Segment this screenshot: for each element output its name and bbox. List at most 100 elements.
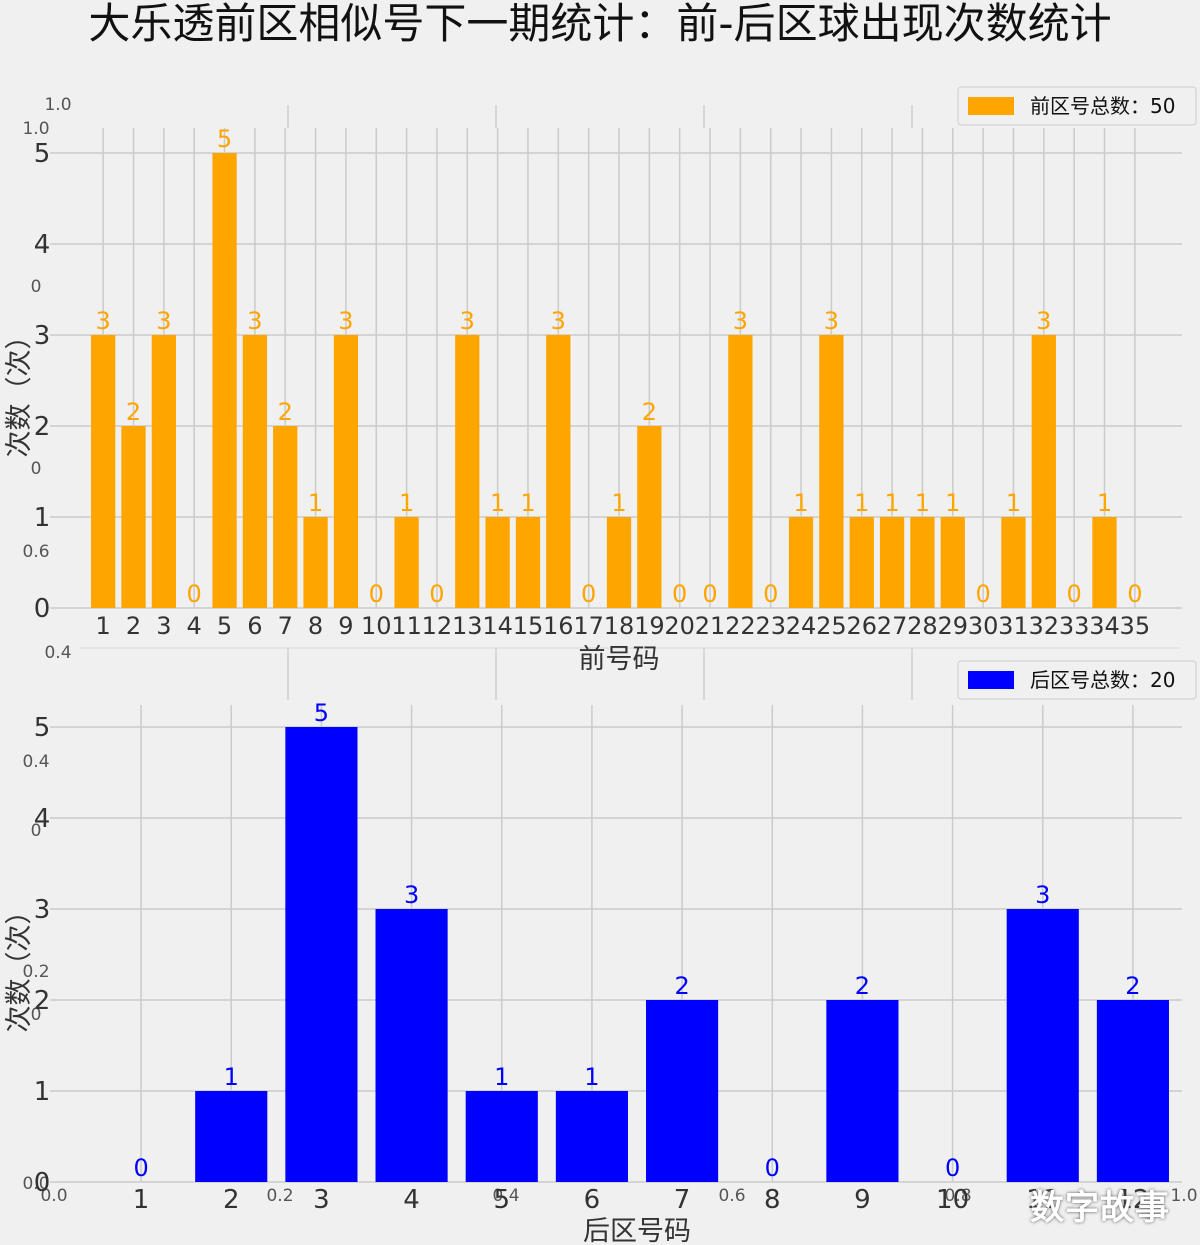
y-tick-label: 1 [34,503,51,533]
bar-value-label: 0 [945,1154,960,1182]
bar-value-label: 1 [224,1063,239,1091]
ghost-tick-label: 0.6 [718,1186,745,1206]
chart-title: 大乐透前区相似号下一期统计：前-后区球出现次数统计 [88,0,1112,48]
bar [1001,517,1026,608]
legend-swatch [968,97,1014,115]
ghost-tick-label: 0.2 [22,962,49,982]
x-tick-label: 28 [907,612,938,640]
bar-value-label: 3 [1036,307,1051,335]
bar-value-label: 1 [494,1063,509,1091]
ghost-tick-label: 1.0 [22,119,49,139]
bar [728,335,753,608]
x-tick-label: 7 [674,1185,691,1215]
bar-value-label: 0 [187,580,202,608]
bar [394,517,419,608]
bar [546,335,571,608]
y-tick-label: 3 [34,321,51,351]
legend-label: 前区号总数：50 [1030,94,1175,118]
bar [151,335,176,608]
y-tick-label: 5 [34,139,51,169]
x-tick-label: 24 [786,612,817,640]
ghost-tick-label: 0.6 [22,542,49,562]
x-tick-label: 9 [854,1185,871,1215]
ghost-tick-label: 0.4 [492,1186,519,1206]
bar-value-label: 1 [945,489,960,517]
x-tick-label: 1 [96,612,111,640]
bar [910,517,935,608]
bar [465,1091,538,1182]
bar [606,517,632,608]
bar-value-label: 3 [404,881,419,909]
x-tick-label: 18 [604,612,635,640]
bar-value-label: 3 [156,307,171,335]
bar-value-label: 3 [460,307,475,335]
ghost-tick-label: 0 [31,277,42,297]
x-tick-label: 11 [1026,1185,1059,1215]
x-tick-label: 20 [664,612,695,640]
bar-value-label: 1 [854,489,869,517]
x-tick-label: 32 [1029,612,1060,640]
bar-value-label: 2 [126,398,141,426]
bar-value-label: 0 [429,580,444,608]
watermark: 数字故事 [1030,1188,1170,1228]
legend-label: 后区号总数：20 [1030,668,1175,692]
bar [121,426,146,608]
ghost-tick-label: 1.0 [1170,1186,1197,1206]
bar [242,335,268,608]
bar-value-label: 0 [1067,580,1082,608]
y-axis-label: 次数（次） [4,898,35,1033]
bar-value-label: 1 [308,489,323,517]
x-tick-label: 31 [998,612,1029,640]
ghost-tick-label: 0 [31,821,42,841]
bar-value-label: 1 [399,489,414,517]
legend-swatch [968,671,1014,689]
x-tick-label: 17 [573,612,604,640]
bar [646,1000,719,1182]
x-tick-label: 23 [755,612,786,640]
x-tick-label: 30 [968,612,999,640]
ghost-tick-label: 0.2 [266,1186,293,1206]
x-tick-label: 34 [1089,612,1120,640]
ghost-tick-label: 0.0 [22,1174,49,1194]
x-tick-label: 35 [1120,612,1151,640]
x-tick-label: 9 [338,612,353,640]
bar-value-label: 3 [824,307,839,335]
ghost-tick-label: 0 [31,459,42,479]
bar-value-label: 2 [855,972,870,1000]
bar-value-label: 1 [793,489,808,517]
x-tick-label: 33 [1059,612,1090,640]
bar [555,1091,628,1182]
bar [849,517,874,608]
x-tick-label: 4 [403,1185,420,1215]
bar-value-label: 0 [763,580,778,608]
y-tick-label: 0 [34,1168,51,1198]
y-tick-label: 2 [34,986,51,1016]
x-tick-label: 12 [1116,1185,1149,1215]
x-tick-label: 21 [695,612,726,640]
bar [303,517,328,608]
bar-value-label: 3 [733,307,748,335]
bar [1006,909,1079,1182]
x-tick-label: 16 [543,612,574,640]
x-tick-label: 5 [493,1185,510,1215]
bar-value-label: 3 [247,307,262,335]
x-tick-label: 2 [223,1185,240,1215]
ghost-tick-label: 1.0 [44,95,71,115]
bar-value-label: 2 [278,398,293,426]
bar [375,909,448,1182]
bar [485,517,510,608]
x-tick-label: 26 [846,612,877,640]
bar-value-label: 2 [642,398,657,426]
bar [1031,335,1056,608]
bar [788,517,814,608]
y-tick-label: 4 [34,230,51,260]
x-tick-label: 27 [877,612,908,640]
x-tick-label: 6 [584,1185,601,1215]
bar-value-label: 0 [975,580,990,608]
y-tick-label: 1 [34,1077,51,1107]
bar-value-label: 2 [674,972,689,1000]
y-tick-label: 3 [34,895,51,925]
legend-box [957,86,1197,126]
x-tick-label: 19 [634,612,665,640]
bar-value-label: 1 [584,1063,599,1091]
